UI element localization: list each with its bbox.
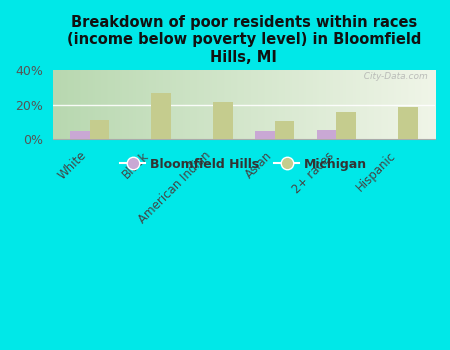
Bar	[213, 102, 233, 139]
Title: Breakdown of poor residents within races
(income below poverty level) in Bloomfi: Breakdown of poor residents within races…	[67, 15, 421, 65]
Bar	[90, 120, 109, 139]
Bar	[70, 131, 90, 139]
Bar	[274, 121, 294, 139]
Bar	[317, 130, 336, 139]
Bar	[336, 112, 356, 139]
Bar	[151, 92, 171, 139]
Bar	[255, 131, 274, 139]
Bar	[398, 107, 418, 139]
Text: City-Data.com: City-Data.com	[358, 72, 427, 81]
Legend: Bloomfield Hills, Michigan: Bloomfield Hills, Michigan	[115, 153, 373, 176]
